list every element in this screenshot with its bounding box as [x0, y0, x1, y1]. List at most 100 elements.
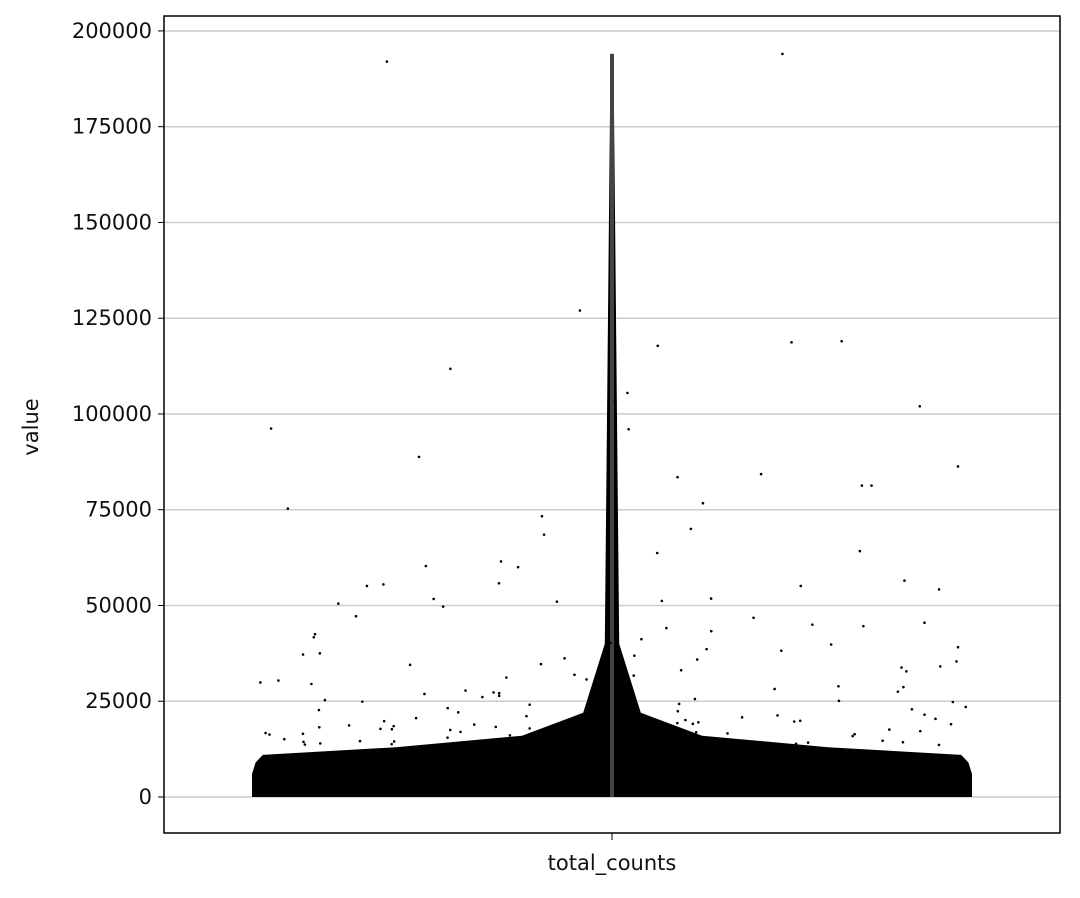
point [858, 549, 862, 553]
point [632, 674, 636, 677]
point [578, 309, 582, 312]
point [665, 626, 668, 630]
point [905, 670, 908, 673]
point [563, 657, 566, 660]
point [937, 743, 941, 747]
point [277, 679, 280, 682]
point [949, 722, 953, 726]
point [313, 632, 317, 636]
point [432, 597, 435, 601]
y-tick-label: 100000 [72, 402, 152, 426]
point [870, 484, 873, 487]
point [934, 717, 937, 721]
point [424, 564, 428, 568]
point [317, 708, 321, 712]
point [902, 685, 905, 689]
point [806, 741, 810, 744]
plot-frame [163, 15, 1061, 834]
point [773, 687, 776, 691]
point [414, 716, 418, 720]
point [446, 706, 450, 710]
point [956, 465, 960, 468]
point [636, 744, 640, 747]
point [259, 681, 262, 684]
point [505, 676, 508, 679]
point [734, 743, 738, 747]
point [542, 533, 546, 536]
point [302, 740, 305, 744]
point [573, 673, 576, 677]
point [776, 714, 779, 717]
point [633, 654, 636, 657]
point [709, 597, 713, 600]
point [655, 551, 659, 555]
point [583, 712, 587, 716]
point [312, 635, 316, 639]
point [528, 727, 531, 730]
point [382, 583, 385, 586]
point [525, 714, 528, 718]
point [495, 739, 498, 742]
point [301, 653, 305, 656]
point [268, 733, 271, 736]
point [390, 727, 394, 731]
point [811, 623, 814, 626]
point [676, 709, 680, 713]
point [675, 721, 679, 725]
point [726, 732, 729, 735]
point [390, 742, 393, 746]
point [705, 647, 708, 651]
point [361, 700, 364, 703]
point [509, 737, 512, 741]
point [691, 722, 695, 726]
point [269, 427, 273, 430]
point [600, 684, 604, 687]
point [923, 621, 926, 625]
point [456, 711, 460, 714]
point [408, 663, 412, 667]
point [684, 718, 687, 722]
point [693, 697, 697, 701]
point [623, 735, 627, 738]
point [581, 735, 585, 739]
point [423, 692, 426, 696]
x-tick-label: total_counts [548, 851, 677, 876]
point [317, 725, 321, 729]
point [964, 705, 967, 709]
point [472, 723, 476, 726]
point [365, 584, 369, 588]
point [951, 700, 955, 704]
point [695, 658, 699, 661]
point [354, 614, 358, 618]
point [264, 731, 267, 735]
point [697, 721, 700, 724]
point [597, 671, 601, 674]
point [318, 652, 322, 655]
point [516, 565, 520, 569]
point [677, 702, 681, 706]
point [337, 602, 340, 605]
point [626, 730, 630, 733]
point [613, 399, 616, 402]
point [896, 690, 900, 693]
y-tick-label: 125000 [72, 306, 152, 330]
point [310, 682, 313, 686]
point [604, 680, 607, 684]
point [937, 588, 941, 591]
y-tick-label: 150000 [72, 210, 152, 234]
point [903, 579, 906, 582]
y-axis-label: value [19, 398, 43, 455]
point [528, 703, 531, 706]
point [900, 666, 903, 669]
point [417, 455, 421, 459]
y-tick-label: 0 [139, 785, 152, 809]
point [449, 367, 452, 371]
point [347, 724, 351, 727]
point [837, 699, 841, 703]
point [555, 600, 559, 603]
point [446, 736, 449, 739]
point [881, 739, 884, 742]
point [286, 507, 290, 510]
point [448, 728, 452, 732]
point [955, 660, 958, 663]
